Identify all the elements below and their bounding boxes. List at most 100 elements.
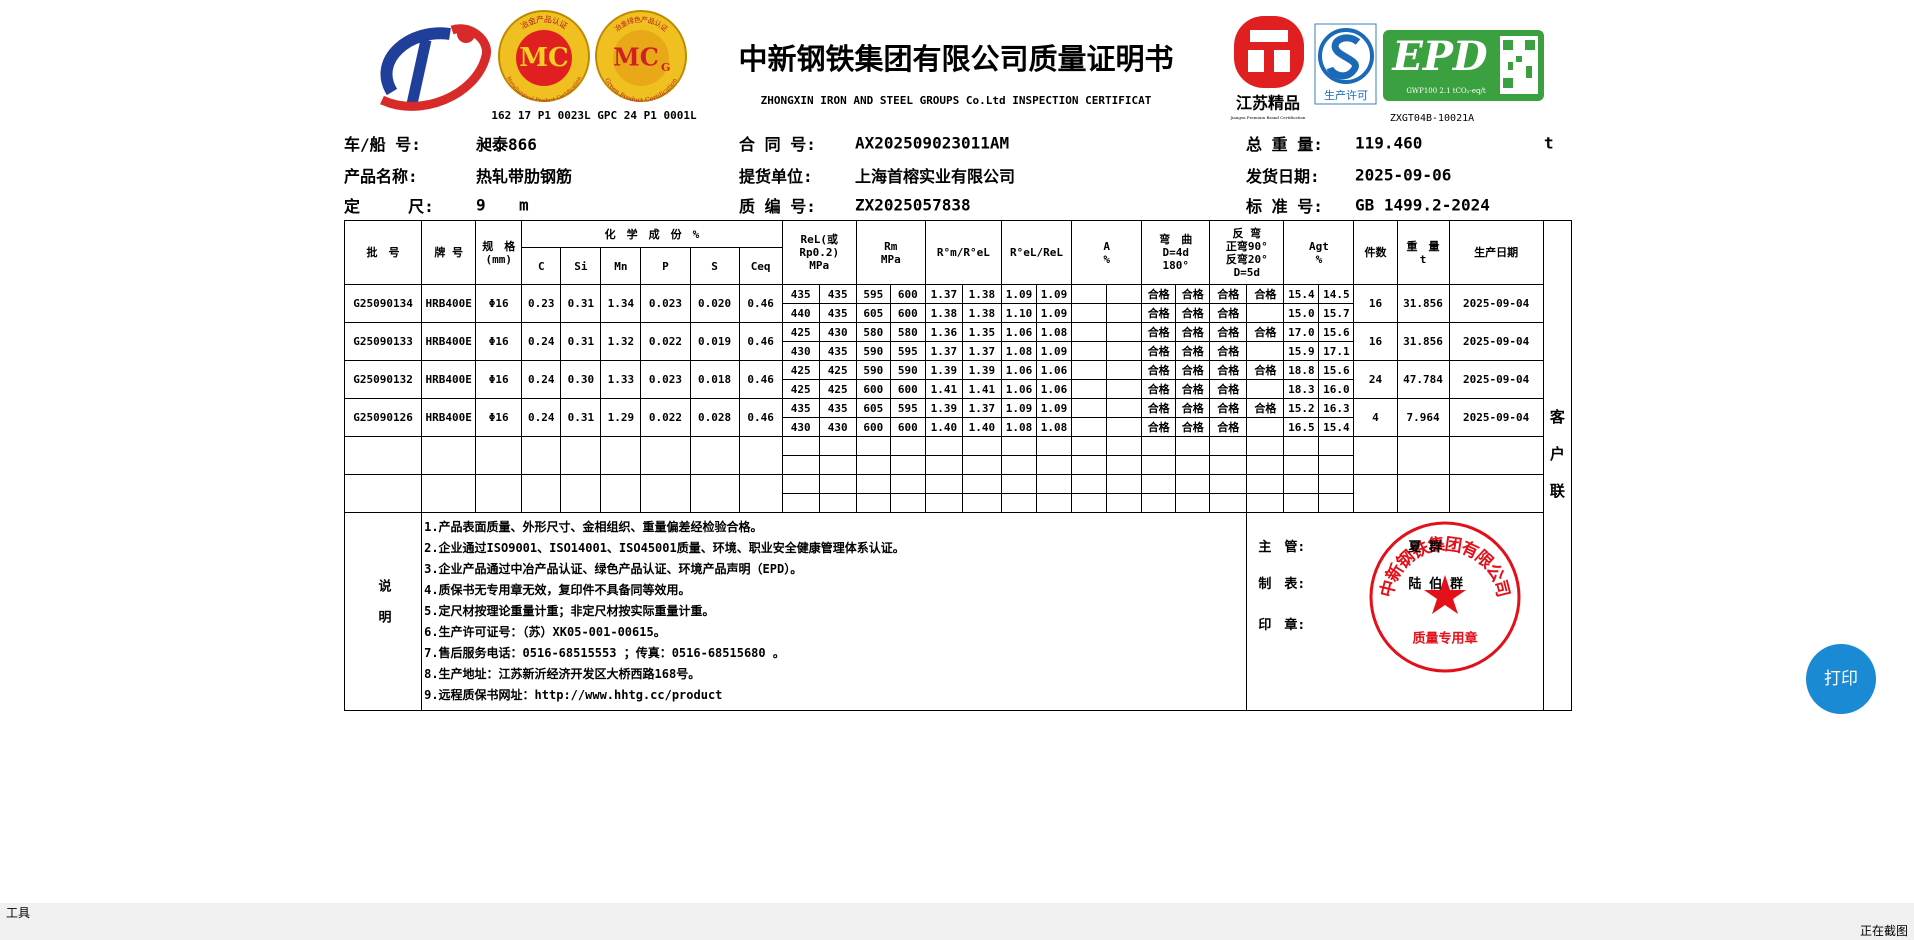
- empty-cell: [889, 493, 926, 513]
- cell-date: 2025-09-04: [1448, 360, 1544, 399]
- empty-cell: [818, 493, 857, 513]
- test-cell: 600: [889, 417, 926, 437]
- head-text: D=4d: [1162, 246, 1189, 259]
- test-cell: 合格: [1141, 398, 1177, 418]
- chem-head-cell: Si: [560, 247, 602, 285]
- chem-cell: 0.023: [640, 284, 691, 323]
- data-row: G25090132 HRB400E Φ16 0.24 0.30 1.33 0.023 0.01…: [343, 360, 1572, 399]
- test-cell: 600: [855, 417, 891, 437]
- signature-name: 夏 群: [1408, 540, 1443, 555]
- data-row: 425 425 600 600 1.41 1.41 1.06 1.06 合格 合格 合格 18.3 16…: [345, 379, 1572, 399]
- test-cell: 1.09: [1036, 303, 1073, 323]
- head-text: A: [1103, 239, 1110, 253]
- test-cell: 合格: [1209, 360, 1248, 380]
- test-cell: 合格: [1209, 284, 1248, 304]
- note-line: 8.生产地址：江苏新沂经济开发区大桥西路168号。: [424, 667, 701, 681]
- empty-cell: [1175, 474, 1211, 494]
- empty-cell: [1000, 455, 1038, 475]
- empty-cell: [1141, 455, 1177, 475]
- head-text: 反弯20°: [1225, 252, 1268, 266]
- info-value: 昶泰866: [476, 135, 537, 154]
- empty-cell: [1283, 493, 1320, 513]
- empty-cell: [1000, 493, 1038, 513]
- empty-cell: [1318, 455, 1355, 475]
- test-cell: [1071, 341, 1108, 361]
- test-cell: [1106, 341, 1143, 361]
- inspection-table: 批 号牌 号规 格 (mm) 化 学 成 份 % ReL(或 Rp0.2) MPa Rm MP…: [343, 220, 1573, 711]
- head-cell: R°m/R°eL: [924, 220, 1002, 285]
- test-cell: 17.0: [1283, 322, 1320, 342]
- chem-head-cell: P: [640, 247, 691, 285]
- notes-cell: 1.产品表面质量、外形尺寸、金相组织、重量偏差经检验合格。 2.企业通过ISO90…: [421, 512, 1248, 711]
- head-text: R°m/R°eL: [936, 246, 990, 259]
- test-cell: [1106, 398, 1143, 418]
- empty-cell: [560, 474, 602, 513]
- empty-cell: [855, 455, 891, 475]
- empty-cell: [475, 474, 523, 513]
- chem-cell: 0.022: [640, 398, 691, 437]
- info-label: 产品名称:: [344, 167, 418, 186]
- empty-cell: [1318, 474, 1355, 494]
- cell-grade: HRB400E: [421, 398, 477, 437]
- test-cell: 1.41: [924, 379, 963, 399]
- test-cell: 590: [855, 341, 891, 361]
- test-cell: 580: [855, 322, 891, 342]
- test-cell: 18.8: [1283, 360, 1320, 380]
- test-cell: 合格: [1175, 379, 1211, 399]
- empty-cell: [1036, 455, 1073, 475]
- test-cell: 合格: [1175, 322, 1211, 342]
- test-cell: 1.35: [961, 322, 1002, 342]
- cell-batch: G25090126: [343, 398, 423, 437]
- empty-cell: [1353, 474, 1398, 513]
- stamp-ring: [1369, 521, 1521, 673]
- empty-cell: [1175, 455, 1211, 475]
- signature-cell: 中新钢铁集团有限公司 质量专用章 主 管: 夏 群制 表: 陆 伯 群印 章:: [1246, 512, 1544, 711]
- cell-spec: Φ16: [475, 360, 523, 399]
- empty-cell: [924, 455, 963, 475]
- test-cell: 430: [781, 417, 820, 437]
- data-row: G25090134 HRB400E Φ16 0.23 0.31 1.34 0.023 0.02…: [343, 284, 1572, 323]
- empty-cell: [689, 436, 740, 475]
- test-cell: 425: [781, 379, 820, 399]
- test-cell: 1.09: [1036, 398, 1073, 418]
- test-cell: 435: [818, 303, 857, 323]
- test-cell: 1.08: [1000, 417, 1038, 437]
- test-cell: 595: [889, 341, 926, 361]
- epd-note: GWP100 2.1 tCO₂-eq/t: [1406, 87, 1486, 95]
- head-text: 规 格: [482, 239, 516, 253]
- empty-cell: [1000, 474, 1038, 494]
- cert-codes: 162 17 P1 0023L GPC 24 P1 0001L: [491, 109, 697, 122]
- test-cell: 1.37: [924, 341, 963, 361]
- empty-cell: [689, 474, 740, 513]
- test-cell: 合格: [1246, 322, 1285, 342]
- head-text: 件数: [1364, 246, 1387, 259]
- note-line: 7.售后服务电话：0516-68515553 ；传真：0516-68515680…: [424, 646, 785, 660]
- info-label: 车/船 号:: [344, 135, 421, 154]
- empty-cell: [521, 436, 562, 475]
- test-cell: 15.2: [1283, 398, 1320, 418]
- print-button[interactable]: 打印: [1806, 644, 1876, 714]
- chem-cell: 0.019: [689, 322, 740, 361]
- empty-cell: [1209, 493, 1248, 513]
- test-cell: [1071, 360, 1108, 380]
- chem-cell: 0.020: [689, 284, 740, 323]
- empty-cell: [1036, 474, 1073, 494]
- head-text: D=5d: [1233, 265, 1261, 279]
- test-cell: 合格: [1209, 398, 1248, 418]
- chem-cell: 0.24: [521, 398, 562, 437]
- test-cell: 435: [781, 398, 820, 418]
- info-label: 提货单位:: [739, 167, 813, 186]
- empty-cell: [1071, 455, 1108, 475]
- title: 中新钢铁集团有限公司质量证明书: [738, 42, 1173, 76]
- head-text: t: [1419, 252, 1427, 266]
- epd-text: EPD: [1391, 33, 1488, 80]
- test-cell: 合格: [1209, 417, 1248, 437]
- test-cell: 430: [818, 417, 857, 437]
- toolbar-label[interactable]: 工具: [6, 906, 31, 920]
- test-cell: [1246, 417, 1285, 437]
- empty-row: [343, 474, 1572, 513]
- cell-batch: G25090132: [343, 360, 423, 399]
- side-cell: 客户联: [1542, 220, 1573, 711]
- empty-cell: [855, 436, 891, 456]
- note-line: 9.远程质保书网址：http://www.hhtg.cc/product: [424, 688, 723, 702]
